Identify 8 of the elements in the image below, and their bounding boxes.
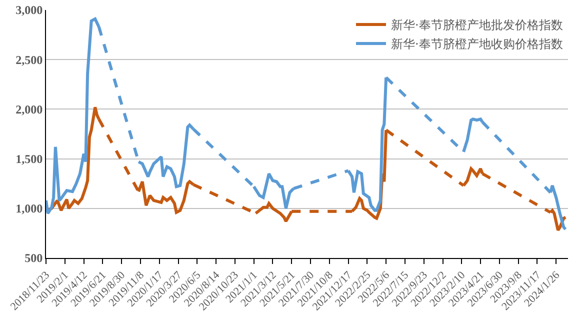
- legend-label: 新华·奉节脐橙产地批发价格指数: [391, 18, 563, 32]
- y-tick-label: 2,500: [16, 52, 43, 67]
- y-tick-label: 2,000: [16, 102, 43, 116]
- y-tick-label: 1,500: [16, 152, 43, 166]
- legend-label: 新华·奉节脐橙产地收购价格指数: [391, 37, 563, 52]
- y-tick-label: 3,000: [16, 3, 43, 18]
- y-tick-label: 500: [24, 251, 43, 266]
- y-tick-label: 1,000: [16, 202, 43, 216]
